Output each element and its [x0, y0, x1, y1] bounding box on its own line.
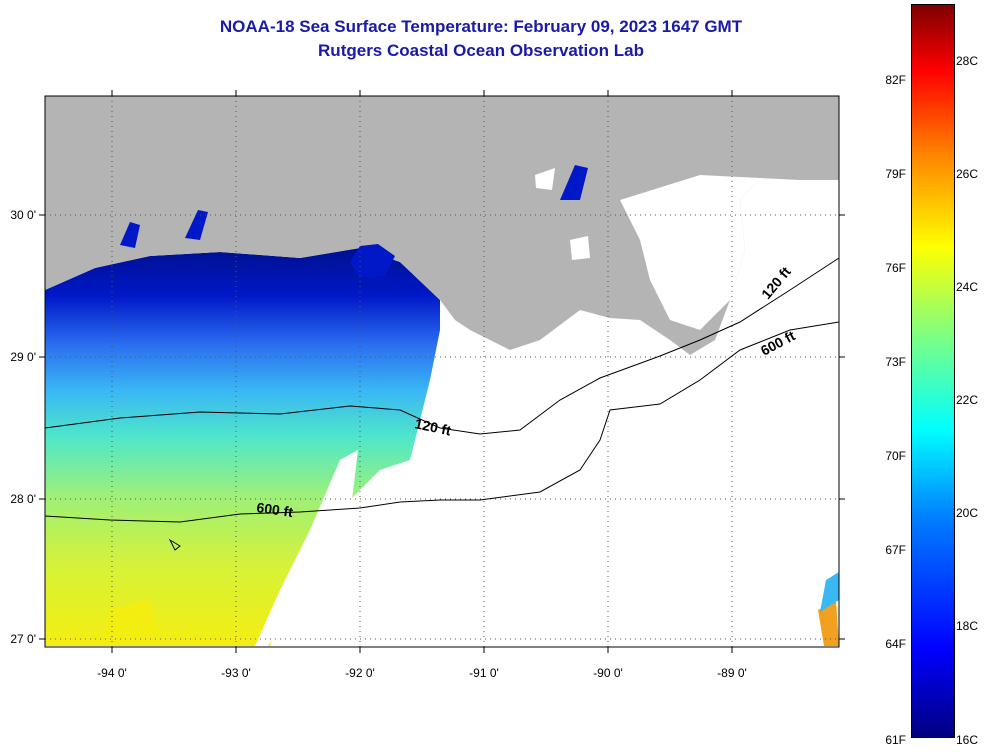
contour-600ft — [44, 321, 840, 523]
contour-label-120-west: 120 ft — [413, 415, 452, 438]
contour-island — [168, 538, 181, 551]
colorbar-label-70f: 70F — [885, 449, 906, 463]
colorbar-label-73f: 73F — [885, 355, 906, 369]
lat-label-27: 27 0' — [10, 632, 36, 646]
coastal-lake — [560, 165, 588, 200]
colorbar-label-26c: 26C — [956, 167, 979, 181]
colorbar-label-76f: 76F — [885, 261, 906, 275]
lon-label-91: -91 0' — [469, 666, 499, 680]
lon-label-93: -93 0' — [221, 666, 251, 680]
lon-label-94: -94 0' — [97, 666, 127, 680]
coastal-lake-3 — [570, 236, 590, 260]
lake-sabine — [120, 222, 140, 248]
warm-patch — [818, 600, 839, 646]
cloud-gap — [255, 450, 358, 646]
coastal-lake-2 — [535, 168, 555, 190]
colorbar-label-82f: 82F — [885, 73, 906, 87]
gridlines — [45, 96, 839, 647]
colorbar-label-18c: 18C — [956, 619, 979, 633]
contour-label-600-west: 600 ft — [256, 499, 295, 520]
temperature-colorbar — [911, 4, 955, 738]
bathymetry-contours — [44, 257, 840, 551]
colorbar-label-64f: 64F — [885, 637, 906, 651]
sst-data-swath — [45, 248, 440, 646]
colorbar-label-79f: 79F — [885, 167, 906, 181]
land-area — [45, 96, 839, 355]
colorbar-label-28c: 28C — [956, 54, 979, 68]
lon-label-92: -92 0' — [345, 666, 375, 680]
lon-label-90: -90 0' — [593, 666, 623, 680]
axis-ticks — [39, 90, 845, 653]
marsh-bay — [350, 244, 395, 278]
colorbar-label-24c: 24C — [956, 280, 979, 294]
map-subtitle: Rutgers Coastal Ocean Observation Lab — [318, 41, 644, 60]
colorbar-label-20c: 20C — [956, 506, 979, 520]
lake-calcasieu — [185, 210, 208, 240]
warm-patch-bottom — [100, 600, 160, 646]
contour-120ft — [44, 257, 840, 435]
map-frame — [44, 95, 840, 648]
lat-label-30: 30 0' — [10, 208, 36, 222]
lat-label-29: 29 0' — [10, 350, 36, 364]
colorbar-label-61f: 61F — [885, 733, 906, 747]
warm-patch-edge — [820, 572, 839, 612]
colorbar-label-22c: 22C — [956, 393, 979, 407]
colorbar-label-16c: 16C — [956, 733, 979, 747]
map-title: NOAA-18 Sea Surface Temperature: Februar… — [219, 17, 743, 36]
colorbar-label-67f: 67F — [885, 543, 906, 557]
delta-bays — [620, 175, 760, 330]
lat-label-28: 28 0' — [10, 492, 36, 506]
lon-label-89: -89 0' — [717, 666, 747, 680]
